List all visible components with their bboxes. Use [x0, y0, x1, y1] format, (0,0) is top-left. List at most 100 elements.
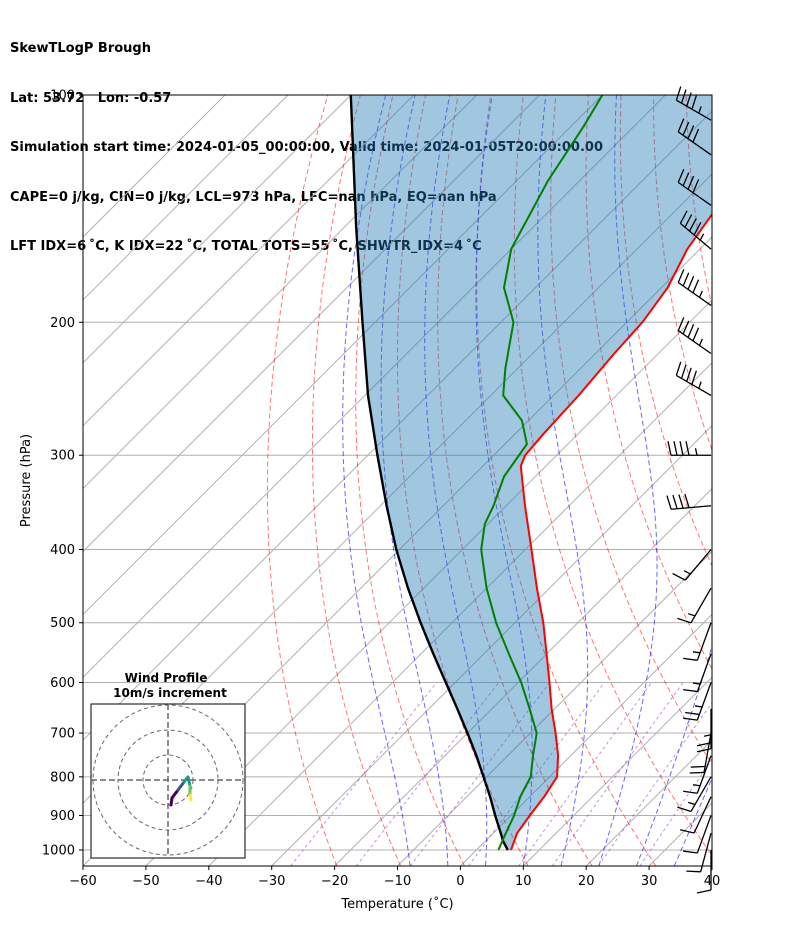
isotherm-line	[208, 362, 712, 866]
isotherm-line	[83, 95, 415, 427]
hodograph-trace	[176, 780, 186, 792]
plot-area	[83, 95, 794, 866]
hodograph-trace	[186, 775, 192, 788]
mixing-ratio-line	[409, 682, 551, 866]
wind-barb	[683, 755, 712, 794]
station-title: SkewTLogP Brough	[10, 41, 151, 56]
stability-indices: LFT IDX=6 ˚C, K IDX=22 ˚C, TOTAL TOTS=55…	[10, 239, 482, 254]
x-tick-label: 10	[515, 874, 532, 889]
wind-barb	[696, 708, 712, 753]
wind-barb	[677, 776, 712, 813]
y-tick-label: 200	[50, 316, 75, 331]
isotherm-line	[83, 95, 603, 616]
dry-adiabat	[311, 95, 402, 866]
dry-adiabat	[476, 95, 657, 866]
wind-barb	[679, 210, 712, 250]
wind-barb	[683, 622, 712, 661]
y-tick-label: 500	[50, 616, 75, 631]
wind-barb	[683, 815, 712, 854]
dry-adiabat	[397, 95, 529, 866]
wind-barb	[677, 168, 712, 206]
moist-adiabat	[598, 95, 658, 866]
wind-barb	[677, 587, 712, 624]
y-tick-label: 600	[50, 676, 75, 691]
x-tick-label: −20	[321, 874, 348, 889]
hodograph-trace	[188, 793, 193, 802]
dewpoint-profile-line	[480, 95, 604, 851]
isotherm-line	[145, 299, 712, 866]
x-tick-label: −10	[384, 874, 411, 889]
isotherm-line	[83, 95, 666, 679]
wind-barb	[686, 833, 712, 873]
x-tick-label: 20	[578, 874, 595, 889]
y-tick-label: 100	[50, 89, 75, 104]
isotherm-line	[83, 110, 712, 741]
moist-adiabat	[537, 95, 589, 866]
isotherm-line	[83, 95, 289, 301]
temperature-profile-line	[510, 212, 712, 851]
isotherm-line	[460, 613, 712, 866]
cape-indices: CAPE=0 j/kg, CIN=0 j/kg, LCL=973 hPa, LF…	[10, 189, 497, 205]
moist-adiabat	[475, 95, 533, 866]
y-axis-label: Pressure (hPa)	[19, 434, 34, 527]
mixing-ratio-line	[468, 682, 605, 866]
dry-adiabat	[784, 95, 794, 866]
wind-barb	[679, 796, 712, 834]
dry-adiabat	[585, 95, 712, 670]
wind-barb	[677, 118, 712, 156]
isotherm-line	[83, 95, 540, 553]
dry-adiabat	[751, 95, 794, 866]
y-tick-label: 700	[50, 727, 75, 742]
x-axis-label: Temperature (˚C)	[340, 896, 453, 912]
dry-adiabat	[719, 95, 794, 866]
x-tick-label: 40	[704, 874, 721, 889]
dry-adiabat	[437, 95, 593, 866]
hodograph-title: Wind Profile	[125, 671, 208, 685]
mixing-ratio-line	[597, 701, 712, 866]
moist-adiabat	[424, 95, 488, 866]
simulation-times: Simulation start time: 2024-01-05_00:00:…	[10, 140, 603, 155]
wind-barb	[675, 86, 712, 121]
isotherm-line	[271, 424, 712, 866]
station-coordinates: Lat: 53.72 Lon: -0.57	[10, 90, 172, 106]
dry-adiabat	[619, 95, 712, 568]
y-tick-label: 900	[50, 809, 75, 824]
hodograph-subtitle: 10m/s increment	[113, 686, 227, 700]
isotherm-line	[397, 550, 712, 866]
wind-barb	[667, 441, 711, 456]
mixing-ratio-line	[290, 682, 438, 866]
wind-barb	[675, 361, 712, 397]
y-tick-label: 800	[50, 770, 75, 785]
moist-adiabat	[673, 776, 712, 866]
mixing-ratio-line	[355, 682, 500, 866]
isotherm-line	[83, 95, 226, 238]
mixing-ratio-line	[518, 682, 653, 866]
x-tick-label: −40	[195, 874, 222, 889]
x-tick-label: −60	[69, 874, 96, 889]
hodograph-trace	[170, 788, 180, 800]
moist-adiabat	[380, 95, 449, 866]
y-tick-label: 400	[50, 543, 75, 558]
wind-barb	[696, 850, 712, 894]
wind-barb	[689, 732, 712, 774]
hodograph-inset	[90, 703, 246, 859]
x-tick-label: −30	[258, 874, 285, 889]
isotherm-line	[711, 865, 712, 866]
dry-adiabat	[355, 95, 465, 866]
y-tick-label: 1000	[42, 844, 75, 859]
wind-barb	[666, 493, 712, 510]
parcel-profile-line	[349, 95, 509, 851]
isotherm-line	[522, 676, 712, 866]
isotherm-line	[83, 95, 352, 364]
dry-adiabat	[266, 95, 338, 866]
wind-barb	[677, 269, 712, 306]
x-tick-label: 30	[641, 874, 658, 889]
mixing-ratio-line	[551, 682, 684, 866]
wind-barb	[677, 317, 712, 355]
wind-barb	[683, 653, 712, 693]
y-tick-label: 300	[50, 449, 75, 464]
figure-header: SkewTLogP Brough Lat: 53.72 Lon: -0.57 S…	[10, 8, 603, 289]
x-tick-label: −50	[132, 874, 159, 889]
isotherm-line	[334, 487, 712, 866]
